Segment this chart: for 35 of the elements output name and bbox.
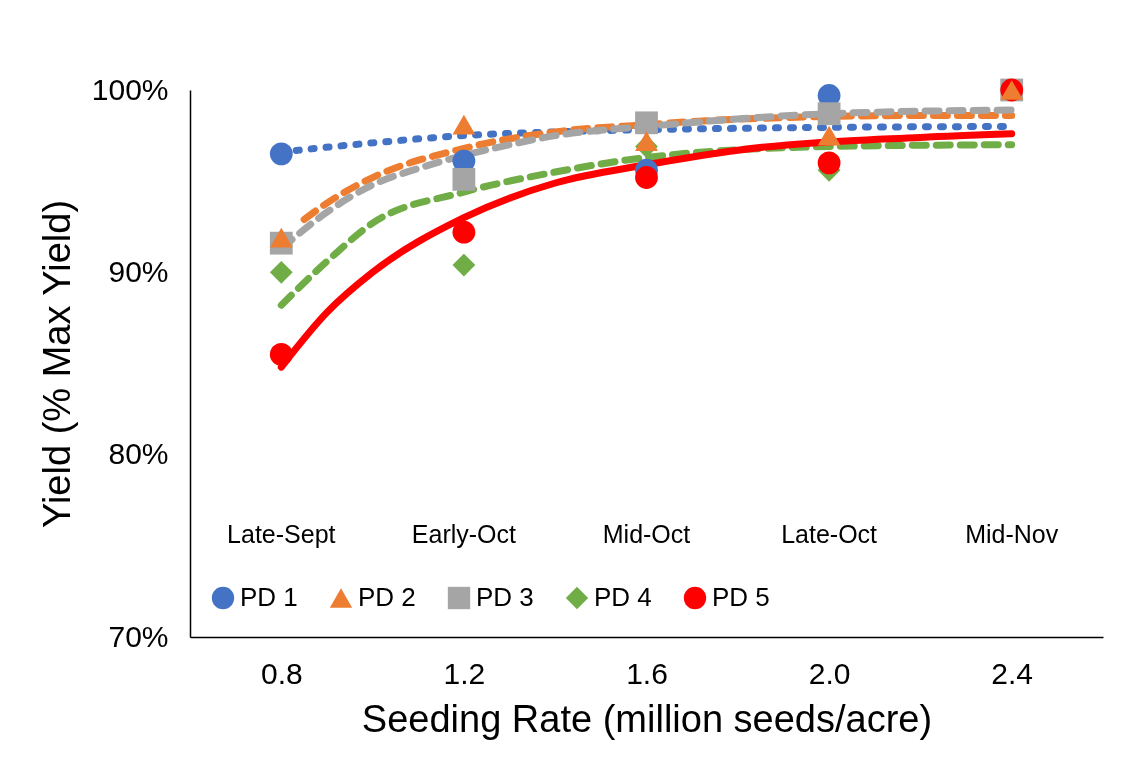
point <box>635 131 658 151</box>
point <box>269 142 293 166</box>
legend-label: PD 3 <box>476 582 534 612</box>
x-tick-label: 0.8 <box>260 656 303 690</box>
legend-label: PD 5 <box>712 582 770 612</box>
legend-label: PD 4 <box>594 582 652 612</box>
x-tick-label: 2.4 <box>991 656 1034 690</box>
legend-label: PD 1 <box>240 582 298 612</box>
legend-label: PD 2 <box>358 582 416 612</box>
x-tick-label: 1.6 <box>626 656 668 690</box>
point <box>635 111 658 135</box>
y-tick-label: 100% <box>91 72 169 106</box>
point <box>817 102 841 126</box>
point <box>269 260 293 284</box>
point <box>452 167 476 191</box>
x-tick-label: 2.0 <box>808 656 851 690</box>
annotation: Early-Oct <box>411 520 517 548</box>
annotation: Late-Sept <box>227 520 336 548</box>
point <box>452 253 476 277</box>
point <box>817 151 841 175</box>
point <box>269 343 293 366</box>
annotation: Late-Oct <box>781 520 878 548</box>
point <box>269 227 293 248</box>
annotation: Mid-Oct <box>602 520 691 548</box>
point <box>452 114 476 135</box>
y-axis-title: Yield (% Max Yield) <box>35 199 78 529</box>
y-tick-label: 80% <box>108 437 169 471</box>
y-tick-label: 70% <box>108 619 169 653</box>
point <box>817 125 841 146</box>
x-tick-label: 1.2 <box>443 656 486 690</box>
point <box>452 220 476 244</box>
y-tick-label: 90% <box>108 254 169 288</box>
point <box>635 166 658 189</box>
x-axis-title: Seeding Rate (million seeds/acre) <box>361 697 933 740</box>
annotation: Mid-Nov <box>965 520 1059 548</box>
